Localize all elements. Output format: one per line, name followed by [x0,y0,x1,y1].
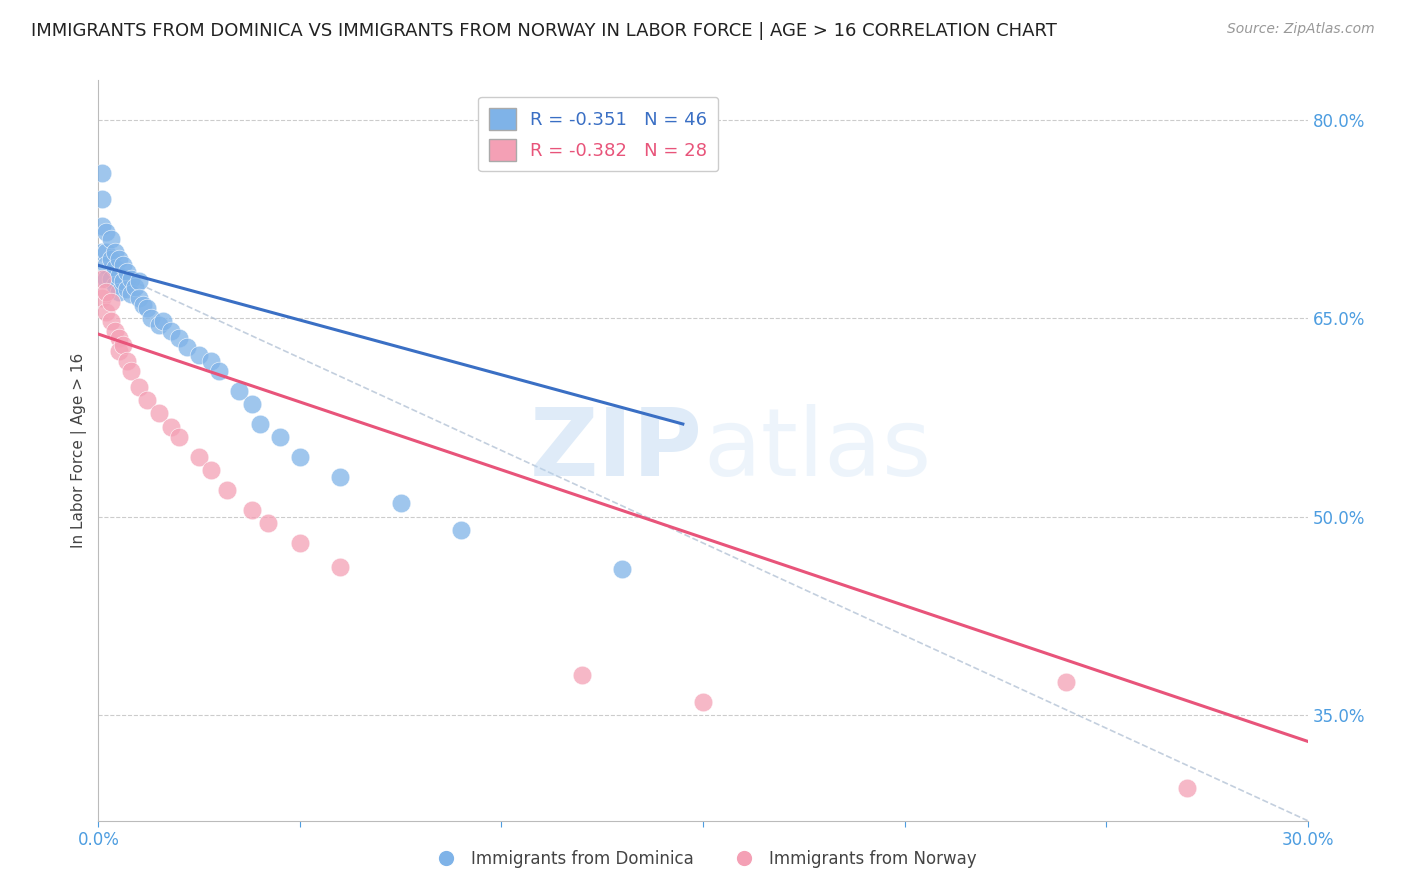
Point [96,271,118,285]
Point [111,337,134,351]
Point [167,331,190,345]
Point [217,483,239,497]
Text: atlas: atlas [703,404,931,497]
Point [100,232,122,246]
Point [107,268,129,283]
Point [148,318,170,332]
Point [120,271,142,285]
Point [124,279,146,293]
Point [120,287,142,301]
Point [100,314,122,328]
Point [100,271,122,285]
Point [188,450,211,464]
Point [128,380,150,394]
Point [96,225,118,239]
Point [91,271,114,285]
Point [160,419,183,434]
Point [167,430,190,444]
Point [103,325,125,339]
Point [128,274,150,288]
Point [132,298,155,312]
Point [200,463,222,477]
Point [91,166,114,180]
Point [103,260,125,275]
Point [389,496,412,510]
Point [135,393,157,408]
Point [571,668,593,682]
Point [612,562,634,576]
Point [128,292,150,306]
Point [100,252,122,266]
Point [120,364,142,378]
Point [91,292,114,306]
Y-axis label: In Labor Force | Age > 16: In Labor Force | Age > 16 [72,353,87,548]
Point [107,252,129,266]
Point [111,259,134,273]
Point [152,314,174,328]
Point [107,331,129,345]
Point [135,301,157,315]
Point [91,192,114,206]
Text: IMMIGRANTS FROM DOMINICA VS IMMIGRANTS FROM NORWAY IN LABOR FORCE | AGE > 16 COR: IMMIGRANTS FROM DOMINICA VS IMMIGRANTS F… [31,22,1057,40]
Point [269,430,291,444]
Point [115,353,138,368]
Point [139,311,162,326]
Legend: R = -0.351   N = 46, R = -0.382   N = 28: R = -0.351 N = 46, R = -0.382 N = 28 [478,96,718,171]
Point [107,344,129,359]
Text: Source: ZipAtlas.com: Source: ZipAtlas.com [1227,22,1375,37]
Point [115,282,138,296]
Point [100,295,122,310]
Point [176,340,198,354]
Point [188,348,211,362]
Point [96,245,118,260]
Point [160,325,183,339]
Point [249,417,271,431]
Point [1175,780,1198,795]
Point [111,274,134,288]
Point [228,384,250,398]
Point [692,695,714,709]
Point [208,364,231,378]
Point [256,516,278,531]
Point [103,278,125,293]
Point [96,285,118,299]
Point [240,397,263,411]
Point [450,523,472,537]
Point [148,407,170,421]
Point [288,450,311,464]
Point [288,536,311,550]
Legend: Immigrants from Dominica, Immigrants from Norway: Immigrants from Dominica, Immigrants fro… [423,844,983,875]
Point [91,219,114,233]
Point [107,285,129,299]
Point [1054,674,1077,689]
Point [91,245,114,260]
Point [329,559,352,574]
Text: ZIP: ZIP [530,404,703,497]
Point [96,259,118,273]
Point [96,304,118,318]
Point [240,503,263,517]
Point [200,353,222,368]
Point [329,470,352,484]
Point [103,245,125,260]
Point [115,265,138,279]
